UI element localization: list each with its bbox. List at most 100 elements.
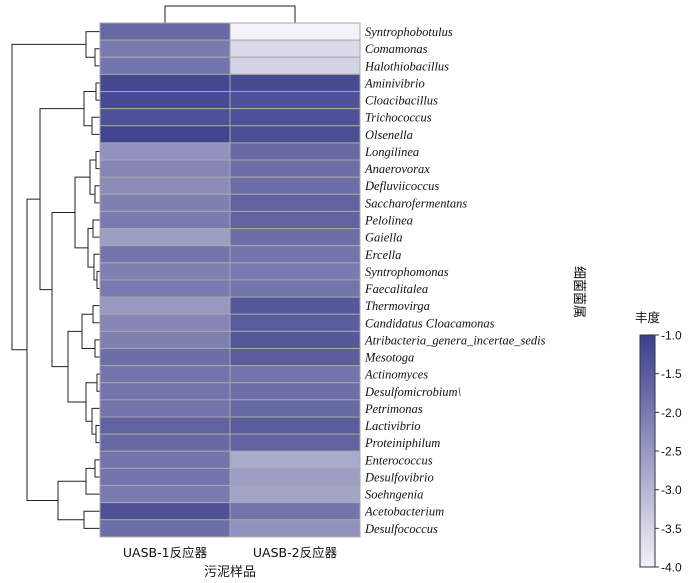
row-dendrogram-branch <box>95 150 100 170</box>
heatmap-cell <box>229 125 361 144</box>
heatmap-cell <box>229 56 361 75</box>
heatmap-cell <box>229 142 361 161</box>
colorbar-gradient <box>639 334 656 568</box>
row-label: Olsenella <box>365 128 413 142</box>
column-dendrogram <box>164 5 296 23</box>
y-axis-title: 细菌菌属 <box>571 266 586 318</box>
row-dendrogram-branch <box>92 305 100 324</box>
heatmap-cell <box>229 399 361 418</box>
row-label: Acetobacterium <box>364 505 444 519</box>
heatmap-cell <box>99 210 231 230</box>
row-label: Trichococcus <box>365 111 432 125</box>
heatmap-cell <box>229 193 361 212</box>
x-axis-title: 污泥样品 <box>204 565 256 580</box>
row-dendrogram-branch <box>94 459 100 478</box>
row-label: Comamonas <box>365 42 428 56</box>
colorbar-tick-label: -1.0 <box>661 329 682 343</box>
row-label: Aminivibrio <box>364 76 425 90</box>
row-labels: Syntrophobotulus Comamonas Halothiobacillu… <box>364 25 546 536</box>
heatmap-cell <box>229 347 361 367</box>
heatmap-cell <box>99 125 231 144</box>
heatmap-cell <box>99 467 231 487</box>
row-label: Candidatus Cloacamonas <box>365 316 495 330</box>
heatmap-cell <box>229 433 361 452</box>
heatmap-cell <box>229 296 361 315</box>
heatmap-cell <box>229 22 361 41</box>
row-label: Syntrophobotulus <box>365 25 453 39</box>
row-label: Lactivibrio <box>364 419 421 433</box>
heatmap-cell <box>229 382 361 401</box>
colorbar-title: 丰度 <box>635 310 661 325</box>
heatmap-cell <box>99 142 231 161</box>
row-label: Ercella <box>364 248 401 262</box>
row-dendrogram-branch <box>51 212 75 368</box>
row-dendrogram-branch <box>11 43 86 351</box>
row-label: Enterococcus <box>364 453 433 467</box>
heatmap-cell <box>99 330 231 349</box>
heatmap-cell <box>99 176 231 195</box>
row-label: Petrimonas <box>364 402 423 416</box>
heatmap-cell <box>99 519 231 538</box>
heatmap-cell <box>99 193 231 212</box>
row-label: Soehngenia <box>365 488 423 502</box>
heatmap-cell <box>99 433 231 452</box>
heatmap-cell <box>229 108 361 127</box>
heatmap-cell <box>99 91 231 110</box>
row-label: Proteiniphilum <box>364 436 440 450</box>
heatmap-cell <box>99 108 231 127</box>
heatmap-cell <box>229 176 361 195</box>
row-label: Mesotoga <box>364 351 414 365</box>
heatmap-cell <box>99 262 231 281</box>
heatmap-cell <box>229 39 361 58</box>
row-dendrogram-branch <box>26 198 58 501</box>
heatmap-cell <box>99 450 231 469</box>
colorbar-tick-label: -1.5 <box>661 367 682 381</box>
heatmap-cell <box>229 365 361 384</box>
heatmap-cells <box>99 22 361 538</box>
heatmap-cell <box>229 467 361 487</box>
heatmap-cell <box>229 91 361 110</box>
row-dendrogram-branch <box>83 91 96 127</box>
heatmap-cell <box>99 73 231 93</box>
row-label: Syntrophomonas <box>365 265 449 279</box>
row-label: Actinomyces <box>364 368 428 382</box>
row-label: Atribacteria_genera_incertae_sedis <box>364 333 546 347</box>
row-dendrogram <box>11 31 100 529</box>
column-labels: UASB-1反应器 UASB-2反应器 <box>123 545 338 560</box>
heatmap-cell <box>229 262 361 281</box>
heatmap-cell <box>99 245 231 264</box>
row-dendrogram-branch <box>91 116 100 135</box>
heatmap-cell <box>229 279 361 298</box>
heatmap-cell <box>229 228 361 247</box>
row-dendrogram-branch <box>94 185 100 204</box>
row-dendrogram-branch <box>83 510 100 529</box>
colorbar-tick-label: -3.0 <box>661 483 682 497</box>
heatmap-cell <box>229 502 361 521</box>
row-label: Gaiella <box>365 231 403 245</box>
row-label: Cloacibacillus <box>365 94 438 108</box>
heatmap-cell <box>99 296 231 315</box>
heatmap-cell <box>229 245 361 264</box>
heatmap-cell <box>99 228 231 247</box>
heatmap-cell <box>99 279 231 298</box>
row-label: Defluviicoccus <box>364 179 439 193</box>
heatmap-cell <box>99 382 231 401</box>
row-label: Saccharofermentans <box>365 196 467 210</box>
row-dendrogram-branch <box>57 480 86 521</box>
row-label: Anaerovorax <box>364 162 430 176</box>
heatmap-cell <box>99 399 231 418</box>
row-label: Thermovirga <box>365 299 430 313</box>
heatmap-cell <box>229 485 361 504</box>
heatmap-cell <box>229 159 361 178</box>
heatmap-cell <box>229 450 361 469</box>
row-label: Longilinea <box>364 145 419 159</box>
colorbar-tick-label: -4.0 <box>661 561 682 575</box>
colorbar-tick-label: -2.5 <box>661 445 682 459</box>
row-dendrogram-branch <box>94 339 100 358</box>
heatmap-cell <box>99 159 231 178</box>
colorbar: 丰度-1.0 -1.5 -2.0 -2.5 -3.0 -3.5 -4.0 <box>635 310 682 575</box>
row-dendrogram-branch <box>92 219 100 238</box>
row-dendrogram-branch <box>95 82 100 101</box>
heatmap-cell <box>229 416 361 435</box>
